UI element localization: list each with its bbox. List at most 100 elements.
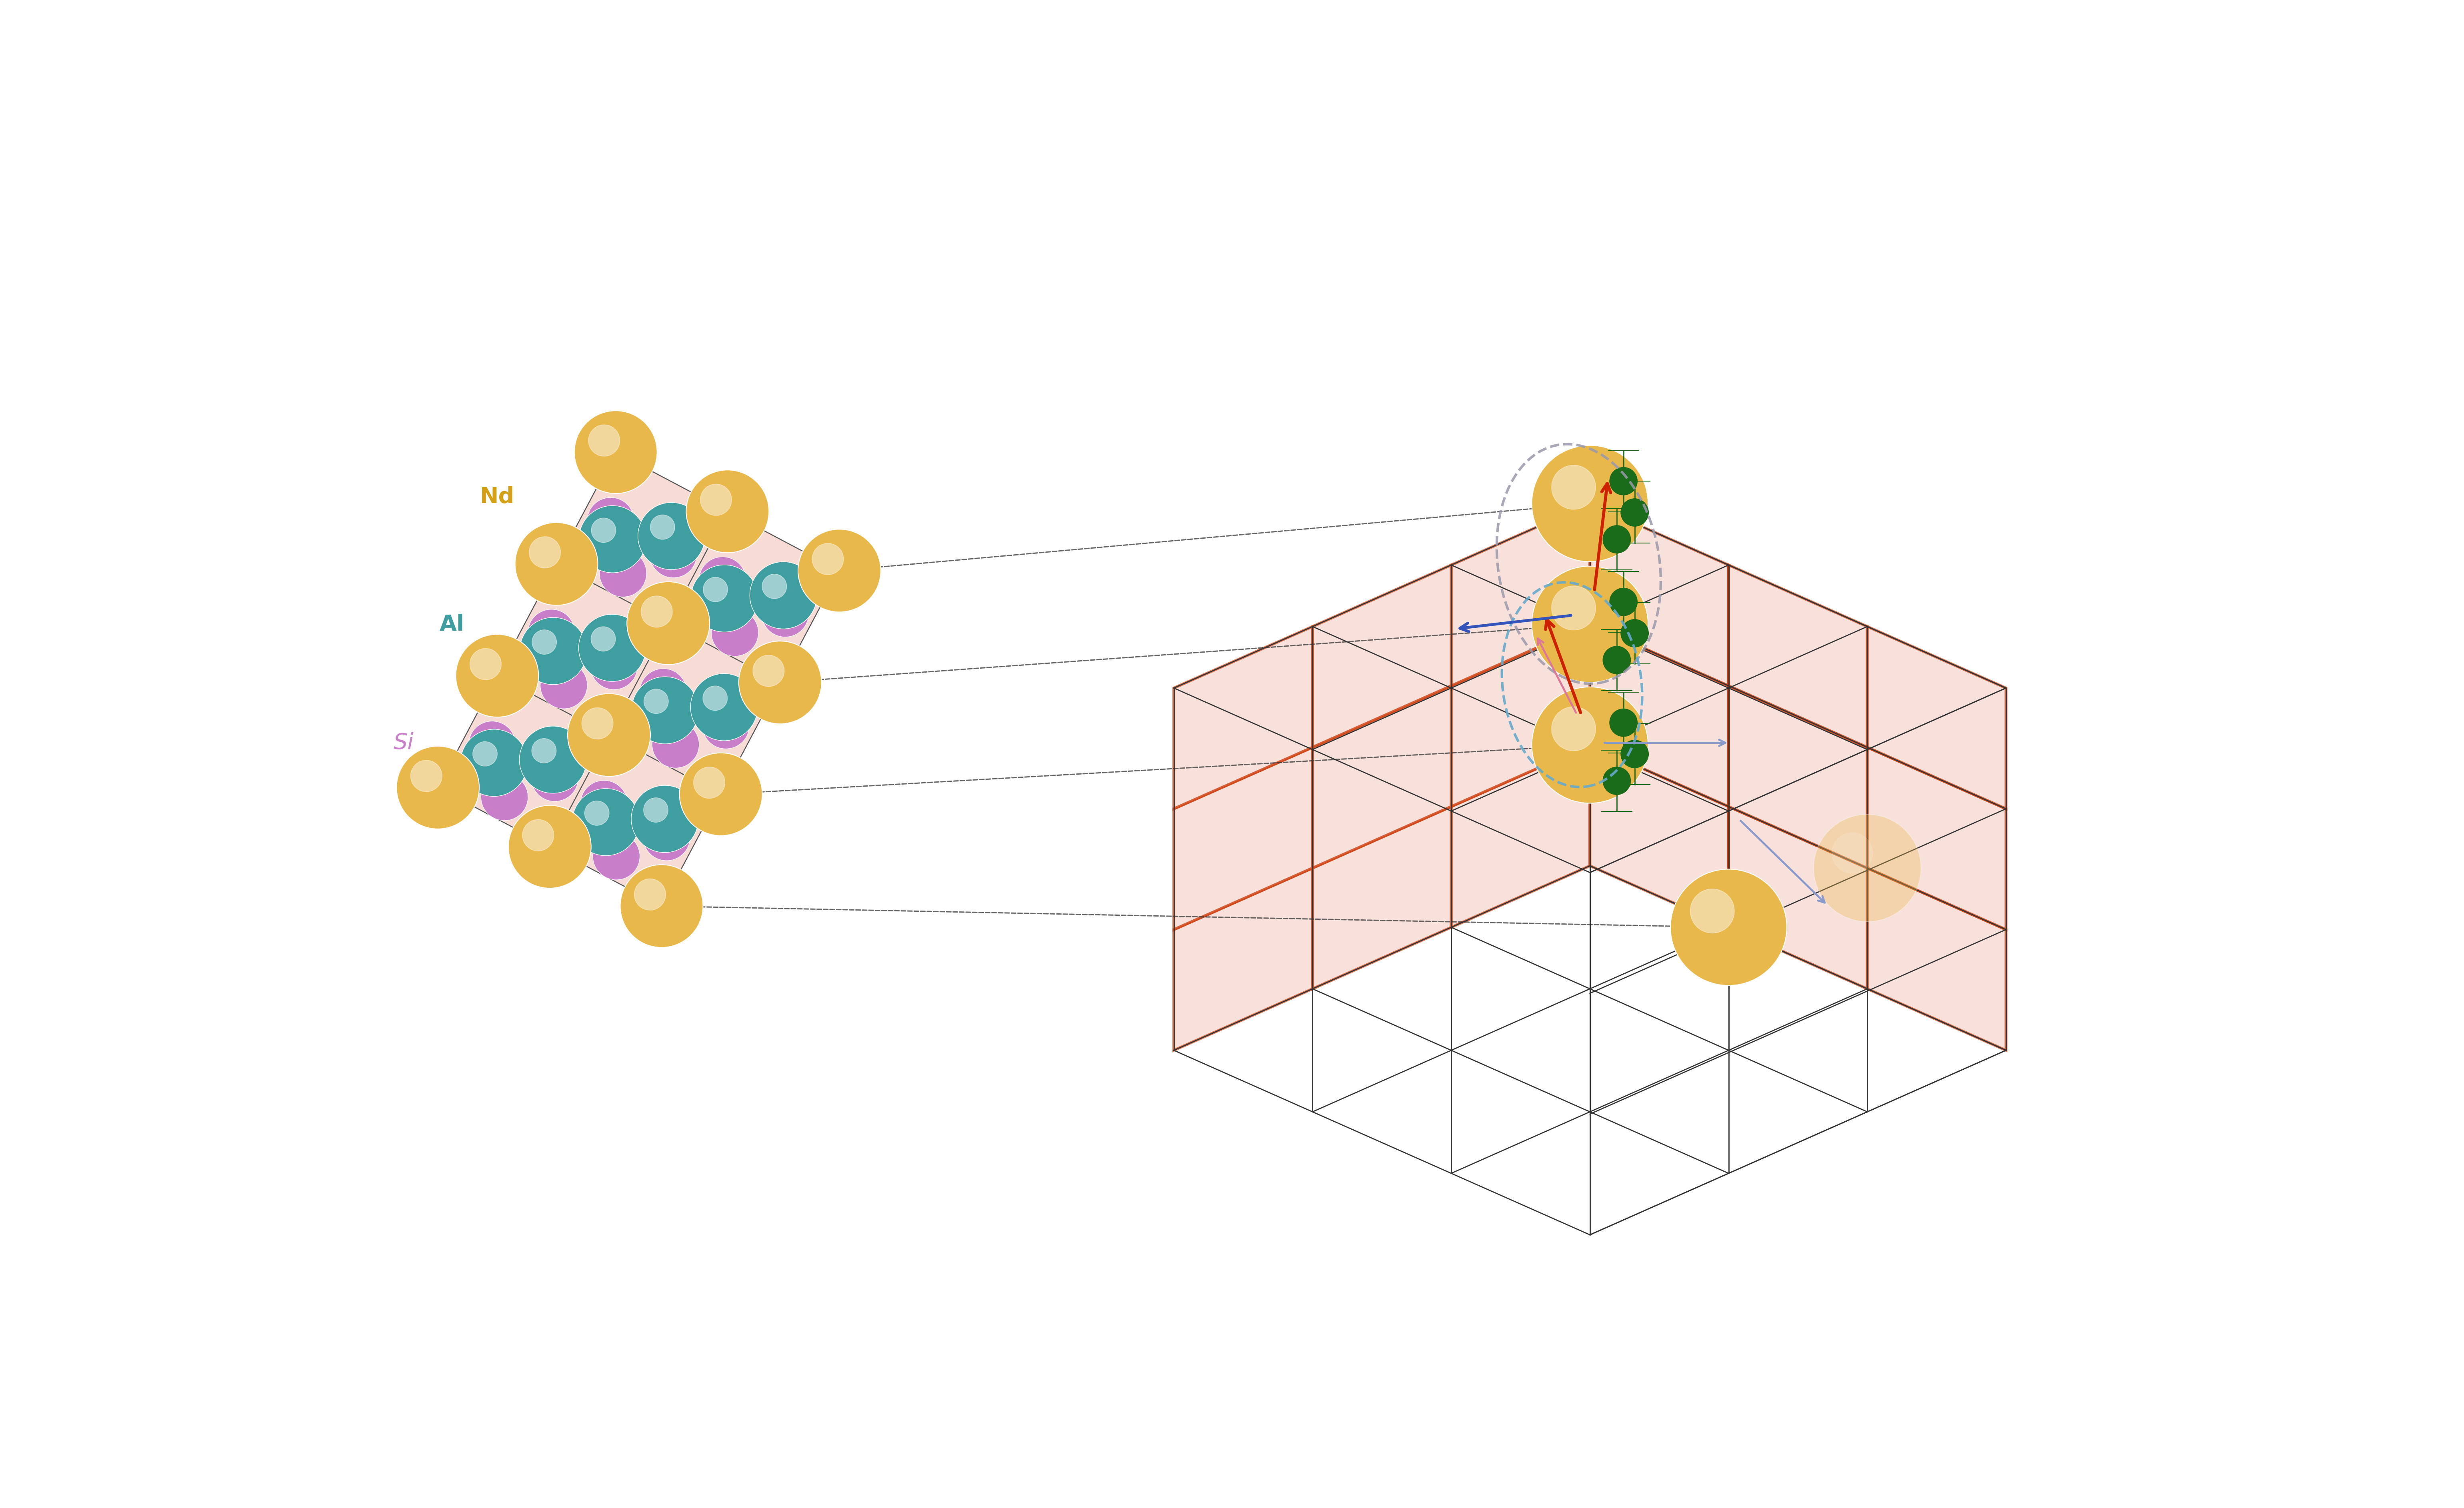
- Polygon shape: [1589, 745, 1730, 927]
- Polygon shape: [549, 734, 722, 906]
- Circle shape: [643, 689, 668, 713]
- Circle shape: [574, 410, 658, 493]
- Circle shape: [700, 484, 732, 516]
- Polygon shape: [1313, 566, 1451, 748]
- Circle shape: [1604, 768, 1631, 795]
- Circle shape: [813, 543, 843, 575]
- Circle shape: [692, 768, 724, 798]
- Circle shape: [798, 529, 880, 612]
- Circle shape: [591, 627, 616, 651]
- Text: Nd: Nd: [480, 486, 515, 508]
- Circle shape: [584, 801, 609, 825]
- Circle shape: [579, 614, 646, 682]
- Circle shape: [1690, 888, 1735, 933]
- Circle shape: [638, 502, 705, 570]
- Circle shape: [1552, 464, 1597, 510]
- Circle shape: [685, 470, 769, 553]
- Circle shape: [1552, 707, 1597, 751]
- Circle shape: [1609, 467, 1639, 495]
- Circle shape: [1814, 814, 1922, 921]
- Circle shape: [643, 798, 668, 822]
- Circle shape: [540, 662, 586, 709]
- Circle shape: [582, 707, 614, 739]
- Circle shape: [522, 819, 554, 851]
- Circle shape: [641, 596, 673, 627]
- Circle shape: [599, 550, 646, 597]
- Circle shape: [712, 609, 759, 656]
- Circle shape: [532, 754, 579, 801]
- Circle shape: [633, 879, 665, 911]
- Circle shape: [471, 648, 500, 680]
- Polygon shape: [1589, 624, 1730, 807]
- Text: Si: Si: [394, 733, 414, 754]
- Circle shape: [532, 739, 557, 763]
- Circle shape: [473, 742, 498, 766]
- Circle shape: [631, 677, 700, 743]
- Circle shape: [641, 668, 687, 716]
- Circle shape: [626, 582, 710, 665]
- Circle shape: [680, 752, 761, 835]
- Circle shape: [589, 425, 621, 457]
- Circle shape: [591, 517, 616, 543]
- Circle shape: [591, 642, 638, 689]
- Polygon shape: [1313, 807, 1451, 989]
- Circle shape: [1552, 587, 1597, 630]
- Polygon shape: [1868, 748, 2006, 929]
- Circle shape: [754, 654, 784, 686]
- Circle shape: [579, 505, 646, 573]
- Circle shape: [527, 609, 574, 656]
- Polygon shape: [1451, 504, 1589, 686]
- Circle shape: [1555, 712, 1594, 752]
- Polygon shape: [439, 676, 609, 847]
- Circle shape: [739, 641, 821, 724]
- Circle shape: [1621, 620, 1648, 647]
- Polygon shape: [1173, 869, 1313, 1050]
- Circle shape: [1535, 694, 1643, 801]
- Circle shape: [520, 617, 586, 685]
- Circle shape: [567, 694, 650, 777]
- Circle shape: [761, 590, 808, 636]
- Polygon shape: [1730, 807, 1868, 989]
- Circle shape: [702, 686, 727, 710]
- Circle shape: [411, 760, 441, 792]
- Polygon shape: [1589, 504, 1730, 686]
- Circle shape: [461, 730, 527, 796]
- Circle shape: [582, 781, 628, 828]
- Circle shape: [456, 635, 540, 718]
- Polygon shape: [1868, 869, 2006, 1050]
- Circle shape: [594, 832, 641, 879]
- Circle shape: [1533, 688, 1648, 804]
- Polygon shape: [498, 564, 668, 734]
- Circle shape: [515, 523, 599, 605]
- Circle shape: [702, 578, 727, 602]
- Circle shape: [650, 531, 697, 578]
- Circle shape: [1609, 588, 1639, 615]
- Text: Al: Al: [439, 614, 463, 635]
- Circle shape: [1533, 566, 1648, 683]
- Circle shape: [631, 786, 697, 852]
- Circle shape: [1621, 740, 1648, 768]
- Circle shape: [690, 674, 756, 740]
- Circle shape: [532, 630, 557, 654]
- Circle shape: [643, 814, 690, 861]
- Polygon shape: [1451, 745, 1589, 927]
- Polygon shape: [1173, 626, 1313, 808]
- Circle shape: [468, 721, 515, 768]
- Circle shape: [530, 537, 562, 569]
- Circle shape: [1604, 647, 1631, 674]
- Polygon shape: [557, 452, 727, 623]
- Polygon shape: [1313, 686, 1451, 869]
- Circle shape: [761, 575, 786, 599]
- Circle shape: [586, 498, 633, 544]
- Circle shape: [572, 789, 638, 855]
- Polygon shape: [668, 511, 840, 683]
- Circle shape: [621, 864, 702, 947]
- Circle shape: [480, 774, 527, 820]
- Circle shape: [1604, 525, 1631, 553]
- Circle shape: [1533, 445, 1648, 561]
- Circle shape: [702, 701, 749, 749]
- Circle shape: [1609, 709, 1639, 736]
- Circle shape: [520, 727, 586, 793]
- Polygon shape: [1868, 626, 2006, 808]
- Circle shape: [1831, 832, 1873, 873]
